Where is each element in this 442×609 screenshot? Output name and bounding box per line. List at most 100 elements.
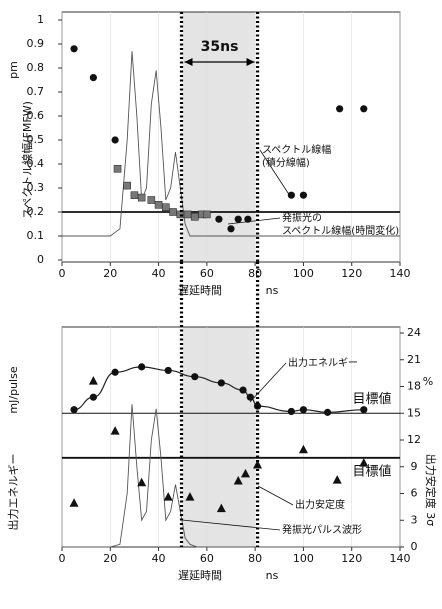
x-tick-label: 100 [293,552,314,565]
point [240,468,250,478]
y-tick-label: 0.5 [27,133,45,146]
point [253,459,263,469]
y-tick-label: 0.4 [27,157,45,170]
y-tick-label: 0.9 [27,37,45,50]
point [154,201,163,209]
y-tick-label: 15 [407,406,421,419]
series-label: (積分線幅) [262,156,310,169]
span-label: 35ns [201,39,239,55]
y-tick-label: 6 [411,487,418,500]
reference-label: 目標値 [352,391,391,407]
y-tick-label: 12 [407,433,421,446]
point [137,193,146,202]
point [88,376,98,385]
y-unit: mJ/pulse [7,366,20,413]
point [298,444,308,454]
point [244,215,252,223]
point [216,503,226,513]
point [323,408,332,416]
point [336,105,344,113]
x-tick-label: 140 [390,267,411,280]
x-tick-label: 80 [248,552,262,565]
y-tick-label: 0.1 [27,229,45,242]
point [138,363,146,371]
x-tick-label: 40 [152,552,166,565]
x-tick-label: 120 [341,552,362,565]
point [162,203,170,211]
point [70,45,78,53]
point [359,458,369,467]
leader-line [249,362,287,403]
point [185,492,195,501]
y2-axis-label: 出力安定度 3σ [424,454,438,526]
x-tick-label: 40 [152,267,166,280]
x-tick-label: 80 [248,267,262,280]
point [111,136,119,144]
y-axis-label: スペクトル線幅(FMFW) [20,101,34,219]
leader-line [227,217,281,225]
pulse-line [62,51,400,237]
x-unit: ns [266,284,279,297]
series-label: 出力安定度 [295,498,345,511]
y-axis-label: 出力エネルギー [6,454,20,531]
point [233,476,243,485]
point [332,475,342,484]
x-tick-label: 20 [103,552,117,565]
y-tick-label: 0.3 [27,181,45,194]
x-tick-label: 60 [200,267,214,280]
x-unit: ns [266,569,279,582]
point [89,74,97,82]
y-tick-label: 0 [37,253,44,266]
point [190,213,199,221]
arrow-head [184,58,255,66]
series-label: 発振光の [282,211,322,224]
point [217,379,225,387]
point [89,393,97,401]
y-tick-label: 21 [407,353,421,366]
y-tick-label: 0.6 [27,109,45,122]
series-label: 出力エネルギー [288,356,358,369]
point [287,407,295,416]
point [183,210,192,219]
point [113,165,122,173]
x-tick-label: 100 [293,267,314,280]
pulse-line [62,404,400,548]
point [234,215,242,223]
shaded-region [182,327,256,547]
point [360,105,368,113]
leader-line [181,519,281,531]
point [246,393,254,401]
series-label: スペクトル線幅 [262,143,331,156]
point [299,191,308,199]
x-tick-label: 140 [390,552,411,565]
point [164,366,172,375]
series-label: スペクトル線幅(時間変化) [282,224,399,237]
point [169,208,177,216]
point [123,181,131,190]
y-unit: pm [7,61,20,79]
y-tick-label: 0.2 [27,205,45,218]
y-tick-label: 18 [407,380,421,393]
leader-line [257,485,294,506]
y-tick-label: 0 [411,540,418,553]
point [287,191,295,199]
y-tick-label: 9 [411,460,418,473]
point [299,406,308,414]
x-tick-label: 120 [341,267,362,280]
x-tick-label: 0 [59,267,66,280]
x-tick-label: 60 [200,552,214,565]
point [203,210,211,219]
y-tick-label: 1 [37,13,44,26]
x-axis-label: 遅延時間 [178,569,222,582]
point [215,215,223,223]
y-tick-label: 0.7 [27,85,45,98]
leader-line [259,149,291,197]
x-axis-label: 遅延時間 [178,284,222,297]
x-tick-label: 20 [103,267,117,280]
point [163,492,173,501]
point [110,426,120,435]
point [239,386,247,394]
point [70,406,78,414]
point [360,406,368,414]
